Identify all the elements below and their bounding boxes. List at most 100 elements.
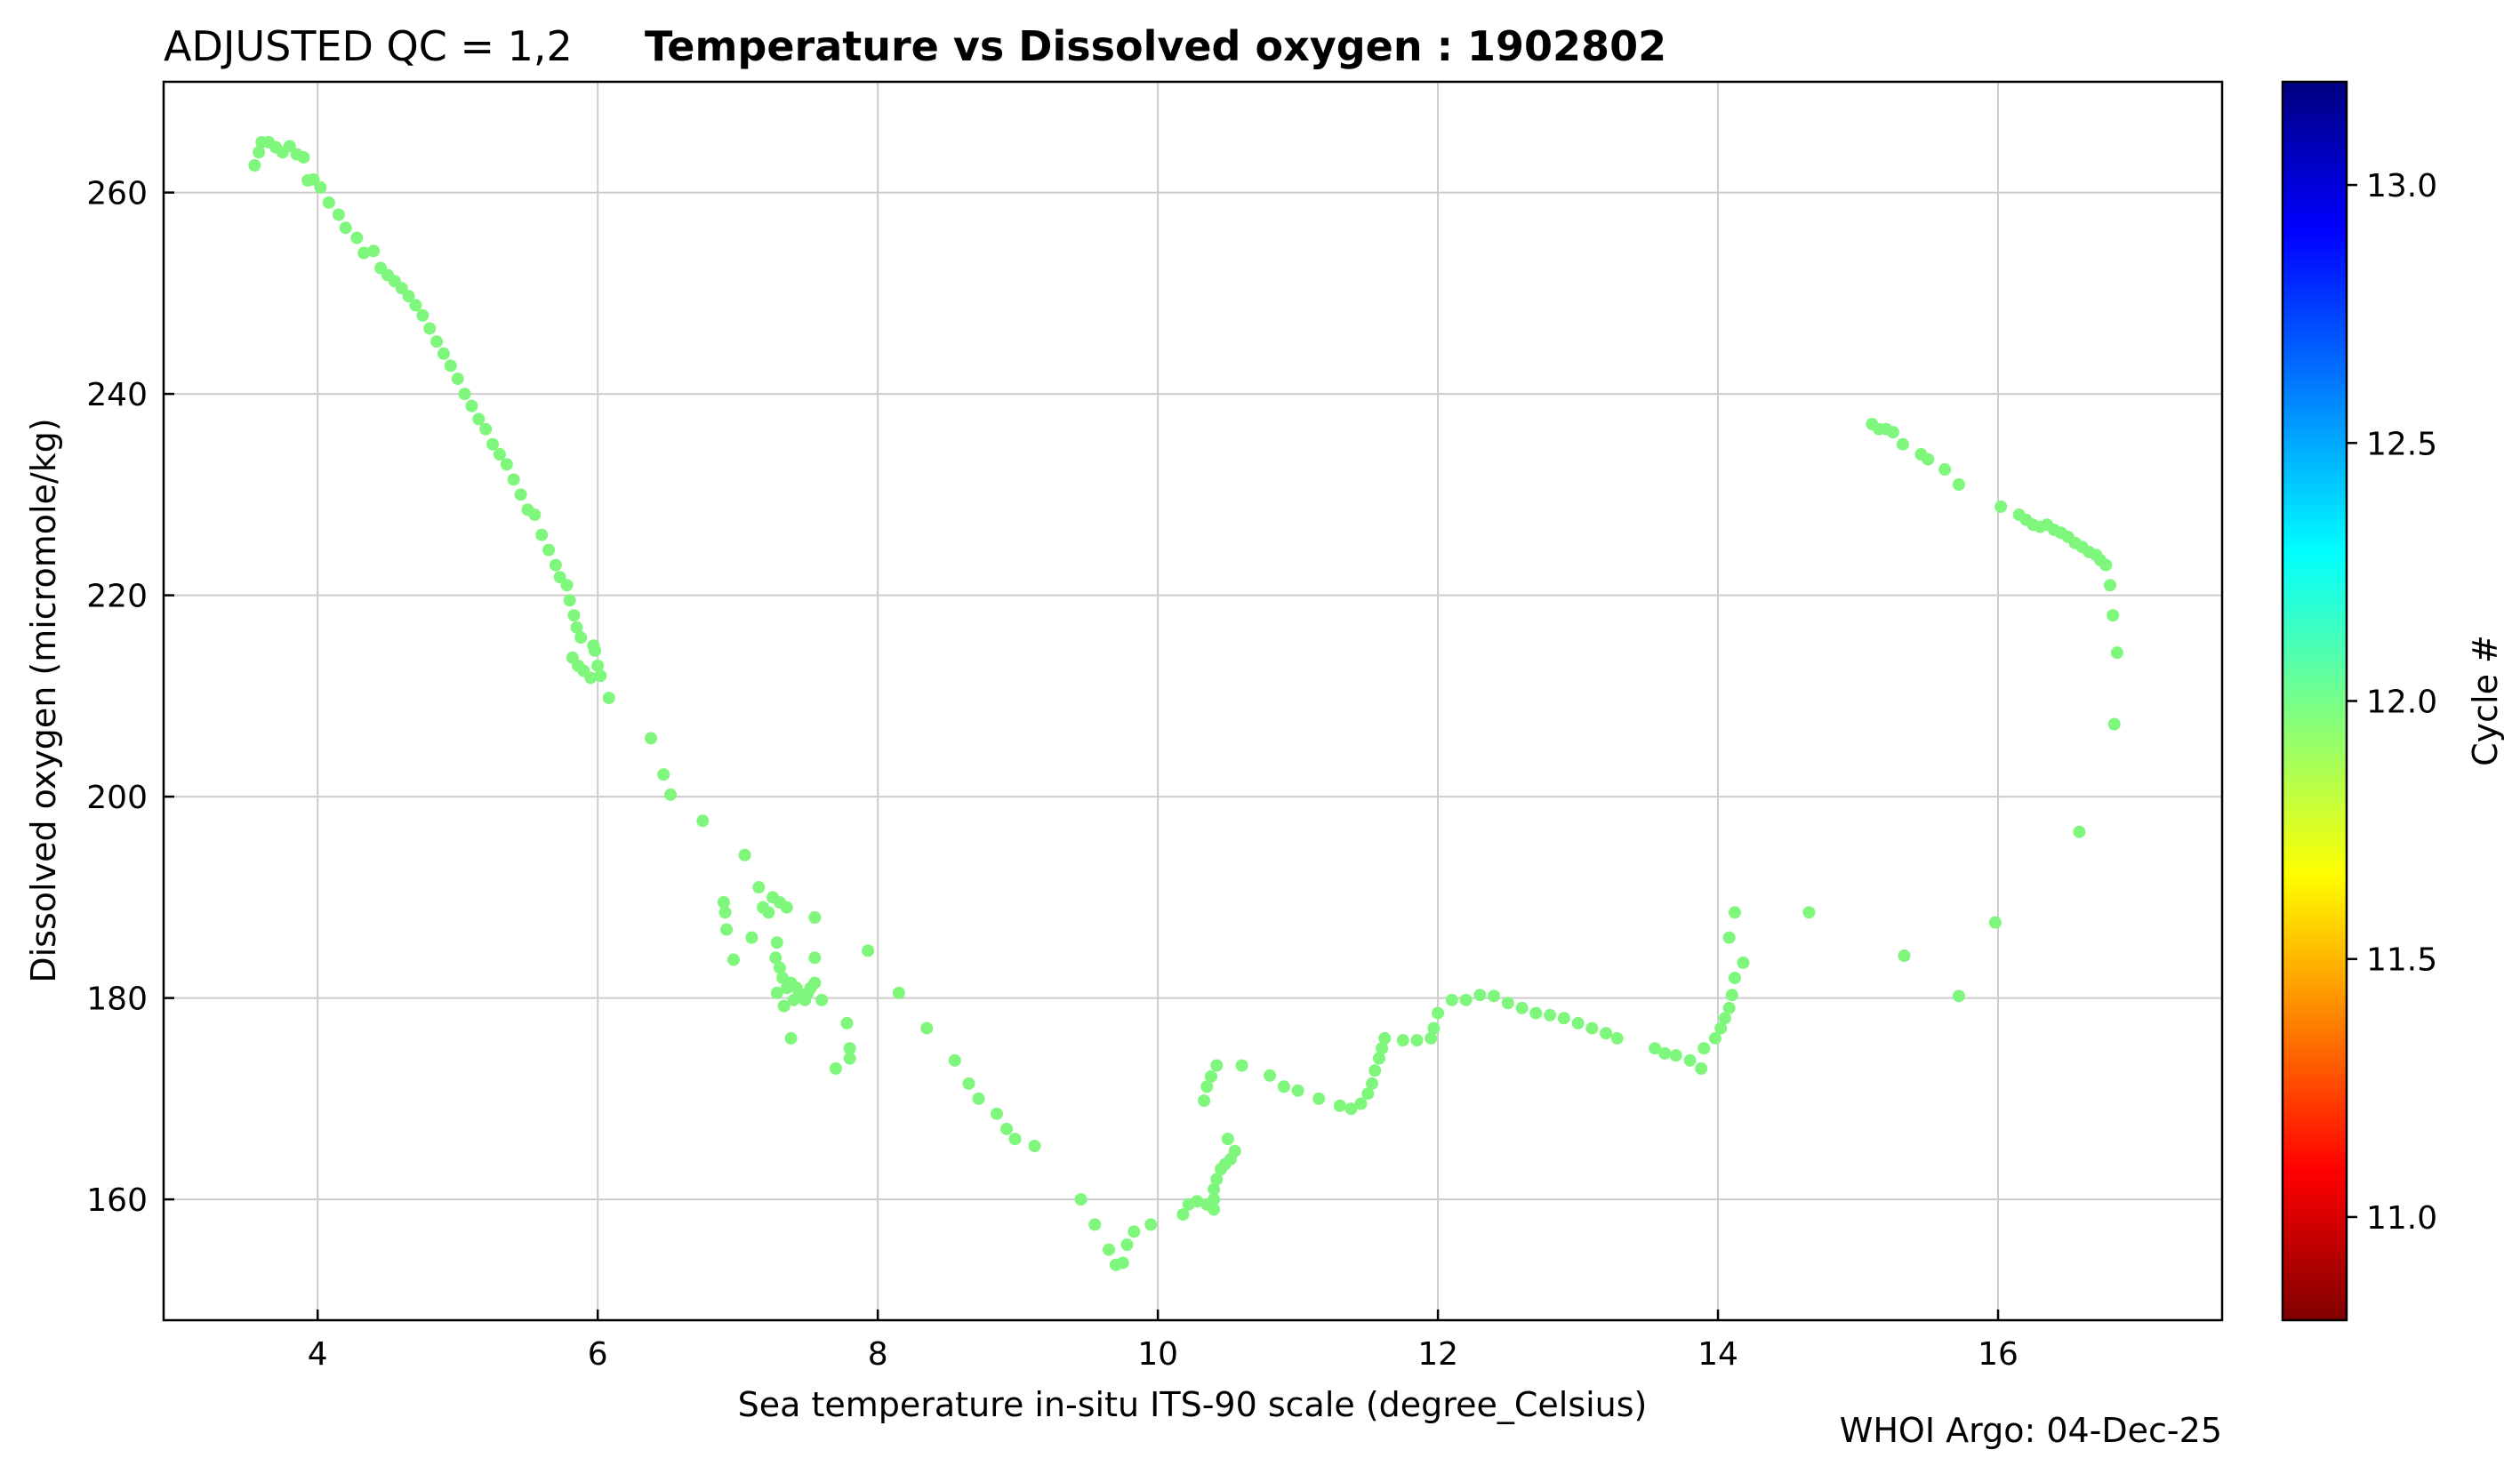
- data-point: [591, 659, 605, 672]
- data-point: [664, 788, 678, 801]
- data-point: [472, 413, 486, 426]
- data-point: [2104, 579, 2117, 592]
- data-point: [1103, 1243, 1116, 1256]
- data-point: [514, 488, 527, 501]
- chart-title: Temperature vs Dissolved oxygen : 190280…: [645, 22, 1666, 70]
- data-point: [1208, 1193, 1221, 1206]
- data-point: [307, 172, 320, 186]
- data-point: [553, 571, 566, 584]
- data-point: [297, 150, 310, 164]
- data-point: [1344, 1102, 1358, 1116]
- data-point: [780, 901, 793, 914]
- data-point: [962, 1077, 975, 1090]
- data-point: [718, 906, 732, 919]
- data-point: [1312, 1092, 1326, 1105]
- data-point: [395, 282, 408, 295]
- colorbar: [2281, 80, 2348, 1322]
- data-point: [2073, 825, 2086, 838]
- data-point: [486, 437, 500, 451]
- data-point: [745, 931, 758, 944]
- data-point: [549, 558, 562, 572]
- data-point: [1728, 906, 1741, 919]
- data-point: [1410, 1034, 1424, 1047]
- plot-frame: [162, 80, 2224, 1322]
- data-point: [1208, 1203, 1221, 1216]
- data-point: [1366, 1077, 1379, 1090]
- data-point: [762, 906, 775, 919]
- data-point: [1886, 426, 1899, 439]
- data-point: [1725, 989, 1738, 1002]
- data-point: [1354, 1097, 1368, 1110]
- data-point: [1585, 1021, 1599, 1035]
- data-point: [777, 999, 791, 1013]
- data-point: [314, 180, 327, 194]
- data-point: [1683, 1053, 1697, 1067]
- data-point: [350, 231, 364, 244]
- data-points: [248, 135, 2123, 1271]
- colorbar-tick-label: 13.0: [2366, 168, 2437, 204]
- axis-ticks: 4 6 8 10 12 14 16 160 180 200 220 240 260: [86, 176, 2018, 1373]
- data-point: [1120, 1238, 1134, 1252]
- data-point: [1116, 1256, 1129, 1270]
- data-point: [322, 196, 335, 209]
- data-point: [602, 692, 615, 705]
- y-tick-label: 200: [86, 780, 148, 816]
- data-point: [367, 244, 381, 258]
- data-point: [416, 308, 429, 322]
- data-point: [948, 1053, 961, 1067]
- data-point: [1333, 1099, 1346, 1112]
- data-point: [1802, 906, 1816, 919]
- plot-area: [164, 82, 2222, 1320]
- data-point: [458, 388, 471, 401]
- data-point: [1994, 500, 2008, 513]
- data-point: [1571, 1016, 1585, 1029]
- footer-credit: WHOI Argo: 04-Dec-25: [1840, 1411, 2222, 1450]
- data-point: [253, 146, 266, 159]
- data-point: [2107, 717, 2121, 731]
- data-point: [1445, 993, 1458, 1006]
- grid: [164, 82, 2222, 1320]
- data-point: [570, 621, 583, 634]
- data-point: [542, 543, 556, 557]
- y-tick-label: 160: [86, 1182, 148, 1219]
- data-point: [808, 976, 822, 989]
- data-point: [493, 448, 506, 461]
- data-point: [1432, 1006, 1445, 1020]
- data-point: [808, 951, 822, 965]
- data-point: [560, 579, 574, 592]
- data-point: [815, 993, 829, 1006]
- data-point: [843, 1052, 856, 1065]
- data-point: [1714, 1021, 1728, 1035]
- data-point: [1198, 1094, 1211, 1108]
- data-point: [770, 936, 783, 949]
- data-point: [920, 1021, 934, 1035]
- data-point: [584, 671, 598, 685]
- data-point: [726, 953, 740, 966]
- data-point: [465, 399, 478, 413]
- data-point: [808, 910, 822, 924]
- data-point: [1488, 989, 1501, 1003]
- colorbar-tick-label: 11.0: [2366, 1200, 2437, 1237]
- data-point: [1074, 1193, 1087, 1206]
- data-point: [1200, 1080, 1214, 1093]
- x-tick-label: 10: [1137, 1336, 1178, 1373]
- x-tick-label: 14: [1697, 1336, 1738, 1373]
- colorbar-tick-label: 12.5: [2366, 426, 2437, 462]
- data-point: [1176, 1208, 1190, 1222]
- x-tick-label: 8: [868, 1336, 888, 1373]
- data-point: [843, 1042, 856, 1055]
- data-point: [770, 986, 783, 999]
- data-point: [784, 1031, 798, 1045]
- data-point: [773, 961, 786, 974]
- data-point: [1952, 989, 1965, 1003]
- data-point: [587, 639, 600, 653]
- data-point: [1922, 453, 1935, 466]
- data-point: [1204, 1069, 1217, 1083]
- y-tick-label: 240: [86, 377, 148, 413]
- data-point: [479, 422, 493, 436]
- data-point: [720, 923, 734, 936]
- data-point: [1669, 1049, 1682, 1062]
- data-point: [1028, 1140, 1041, 1153]
- data-point: [528, 508, 542, 521]
